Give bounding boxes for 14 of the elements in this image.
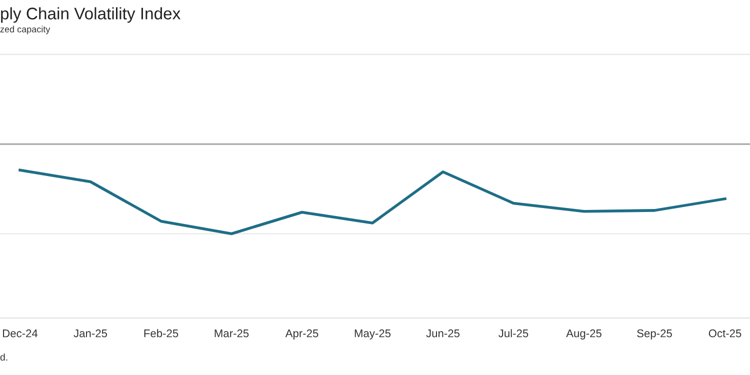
x-tick-label: Feb-25 <box>144 329 178 338</box>
x-tick-label: Jul-25 <box>498 329 528 338</box>
x-tick-label: Oct-25 <box>708 329 742 338</box>
chart-subtitle: zed capacity <box>0 26 50 34</box>
x-tick-label: Dec-24 <box>3 329 38 338</box>
x-tick-label: Mar-25 <box>214 329 249 338</box>
x-tick-label: Aug-25 <box>566 329 602 340</box>
x-tick-label: Jan-25 <box>74 329 108 338</box>
chart-title: ply Chain Volatility Index <box>1 7 180 23</box>
text: d. <box>0 353 8 361</box>
x-tick-label: Jun-25 <box>426 329 460 338</box>
x-tick-label: Apr-25 <box>285 329 318 340</box>
x-tick-label: Sep-25 <box>637 329 672 340</box>
x-tick-label: May-25 <box>354 329 391 340</box>
